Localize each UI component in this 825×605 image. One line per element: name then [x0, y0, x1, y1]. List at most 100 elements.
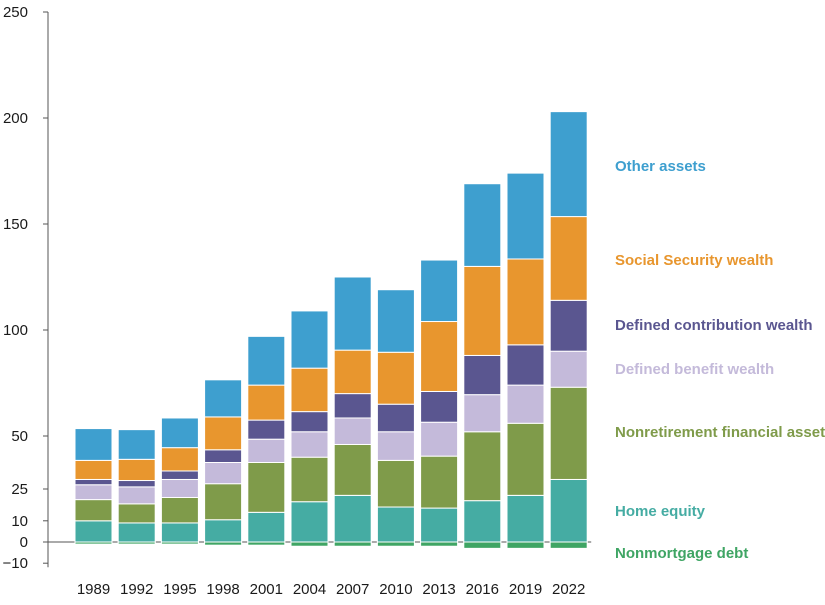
bar-segment-home-equity-2010	[376, 506, 415, 543]
bar-segment-nonretirement-financial-assets-2022	[549, 386, 588, 480]
legend-label-nonmortgage-debt: Nonmortgage debt	[615, 545, 748, 562]
bar-segment-nonretirement-financial-assets-2007	[333, 443, 372, 496]
y-tick-label: 250	[3, 4, 28, 21]
y-tick-label: −10	[3, 555, 28, 572]
x-tick-label: 1998	[206, 581, 239, 598]
bar-segment-defined-benefit-wealth-1992	[117, 486, 156, 505]
bar-segment-other-assets-1998	[204, 379, 243, 418]
y-tick-label: 100	[3, 322, 28, 339]
bar-segment-home-equity-1995	[160, 522, 199, 543]
bar-segment-defined-contribution-wealth-2013	[420, 390, 459, 423]
y-tick-label: 150	[3, 216, 28, 233]
x-tick-label: 2016	[466, 581, 499, 598]
bar-segment-nonretirement-financial-assets-1995	[160, 496, 199, 524]
bar-segment-nonretirement-financial-assets-1989	[74, 499, 113, 522]
bar-segment-defined-benefit-wealth-2016	[463, 394, 502, 433]
bar-segment-nonmortgage-debt-2007	[333, 541, 372, 547]
bar-segment-home-equity-2001	[247, 511, 286, 543]
bar-segment-defined-contribution-wealth-2022	[549, 299, 588, 352]
legend-label-other-assets: Other assets	[615, 158, 706, 175]
bar-segment-defined-contribution-wealth-2007	[333, 393, 372, 419]
bar-segment-social-security-wealth-1998	[204, 416, 243, 451]
bar-segment-nonmortgage-debt-2016	[463, 541, 502, 549]
bar-segment-defined-benefit-wealth-1998	[204, 462, 243, 485]
bar-segment-nonretirement-financial-assets-2004	[290, 456, 329, 503]
bar-segment-defined-benefit-wealth-2007	[333, 417, 372, 445]
bar-segment-defined-benefit-wealth-2001	[247, 438, 286, 463]
x-tick-label: 2007	[336, 581, 369, 598]
bar-segment-social-security-wealth-2004	[290, 367, 329, 413]
legend-layer: Nonmortgage debt Home equity Nonretirement…	[615, 158, 825, 562]
bar-segment-other-assets-2016	[463, 183, 502, 267]
bar-segment-nonretirement-financial-assets-2016	[463, 431, 502, 502]
bar-segment-defined-contribution-wealth-2001	[247, 419, 286, 440]
bar-segment-social-security-wealth-2007	[333, 349, 372, 395]
y-tick-label: 50	[11, 428, 28, 445]
bar-segment-defined-contribution-wealth-1998	[204, 449, 243, 463]
legend-label-nonretirement-financial-assets: Nonretirement financial assets	[615, 424, 825, 441]
y-tick-label: 200	[3, 110, 28, 127]
bar-segment-social-security-wealth-2022	[549, 216, 588, 301]
bar-segment-nonretirement-financial-assets-1992	[117, 503, 156, 524]
bar-segment-defined-benefit-wealth-2022	[549, 350, 588, 388]
bar-segment-nonretirement-financial-assets-1998	[204, 483, 243, 521]
x-tick-label: 2013	[422, 581, 455, 598]
bar-segment-other-assets-2022	[549, 111, 588, 218]
bar-segment-social-security-wealth-1989	[74, 459, 113, 480]
bar-segment-home-equity-2019	[506, 494, 545, 543]
bar-segment-nonmortgage-debt-2013	[420, 541, 459, 547]
bar-segment-social-security-wealth-2013	[420, 321, 459, 392]
bar-segment-defined-contribution-wealth-2019	[506, 344, 545, 386]
bar-segment-defined-contribution-wealth-1992	[117, 480, 156, 488]
legend-label-defined-contribution-wealth: Defined contribution wealth	[615, 317, 813, 334]
legend-label-home-equity: Home equity	[615, 503, 706, 520]
bar-segment-home-equity-1998	[204, 519, 243, 543]
bar-segment-social-security-wealth-2010	[376, 351, 415, 405]
bar-segment-other-assets-2013	[420, 259, 459, 323]
bar-segment-defined-benefit-wealth-2010	[376, 431, 415, 461]
bar-segment-social-security-wealth-1992	[117, 458, 156, 482]
bar-segment-defined-contribution-wealth-2016	[463, 354, 502, 396]
bar-segment-nonmortgage-debt-2022	[549, 541, 588, 549]
bar-segment-nonmortgage-debt-2004	[290, 541, 329, 547]
bar-segment-defined-contribution-wealth-2010	[376, 403, 415, 433]
x-tick-label: 2010	[379, 581, 412, 598]
bar-segment-home-equity-2016	[463, 500, 502, 543]
bar-segment-other-assets-1992	[117, 429, 156, 460]
bar-segment-nonretirement-financial-assets-2001	[247, 462, 286, 513]
x-tick-label: 1989	[77, 581, 110, 598]
bar-layer	[74, 111, 588, 549]
bar-segment-social-security-wealth-2016	[463, 265, 502, 356]
bar-segment-home-equity-2004	[290, 501, 329, 543]
y-tick-label: 0	[20, 534, 28, 551]
bar-segment-other-assets-1995	[160, 417, 199, 449]
bar-segment-home-equity-1989	[74, 520, 113, 543]
bar-segment-defined-benefit-wealth-2004	[290, 431, 329, 458]
bar-segment-home-equity-2022	[549, 478, 588, 543]
x-tick-label: 1992	[120, 581, 153, 598]
bar-segment-other-assets-2010	[376, 289, 415, 353]
legend-label-social-security-wealth: Social Security wealth	[615, 252, 773, 269]
bar-segment-other-assets-2004	[290, 310, 329, 369]
bar-segment-defined-contribution-wealth-1995	[160, 470, 199, 480]
bar-segment-home-equity-1992	[117, 522, 156, 543]
bar-segment-social-security-wealth-2001	[247, 384, 286, 421]
bar-segment-defined-benefit-wealth-1995	[160, 478, 199, 498]
bar-segment-social-security-wealth-1995	[160, 447, 199, 472]
bar-segment-nonretirement-financial-assets-2010	[376, 459, 415, 508]
x-tick-label: 2004	[293, 581, 326, 598]
y-tick-label: 10	[11, 513, 28, 530]
bar-segment-defined-contribution-wealth-1989	[74, 478, 113, 486]
bar-segment-other-assets-2001	[247, 335, 286, 386]
bar-segment-defined-benefit-wealth-1989	[74, 484, 113, 501]
x-tick-label: 2001	[250, 581, 283, 598]
bar-segment-defined-contribution-wealth-2004	[290, 411, 329, 433]
y-tick-label: 25	[11, 481, 28, 498]
bar-segment-other-assets-2019	[506, 172, 545, 260]
bar-segment-home-equity-2007	[333, 494, 372, 543]
bar-segment-defined-benefit-wealth-2013	[420, 421, 459, 457]
x-tick-label: 2022	[552, 581, 585, 598]
bar-segment-home-equity-2013	[420, 507, 459, 543]
